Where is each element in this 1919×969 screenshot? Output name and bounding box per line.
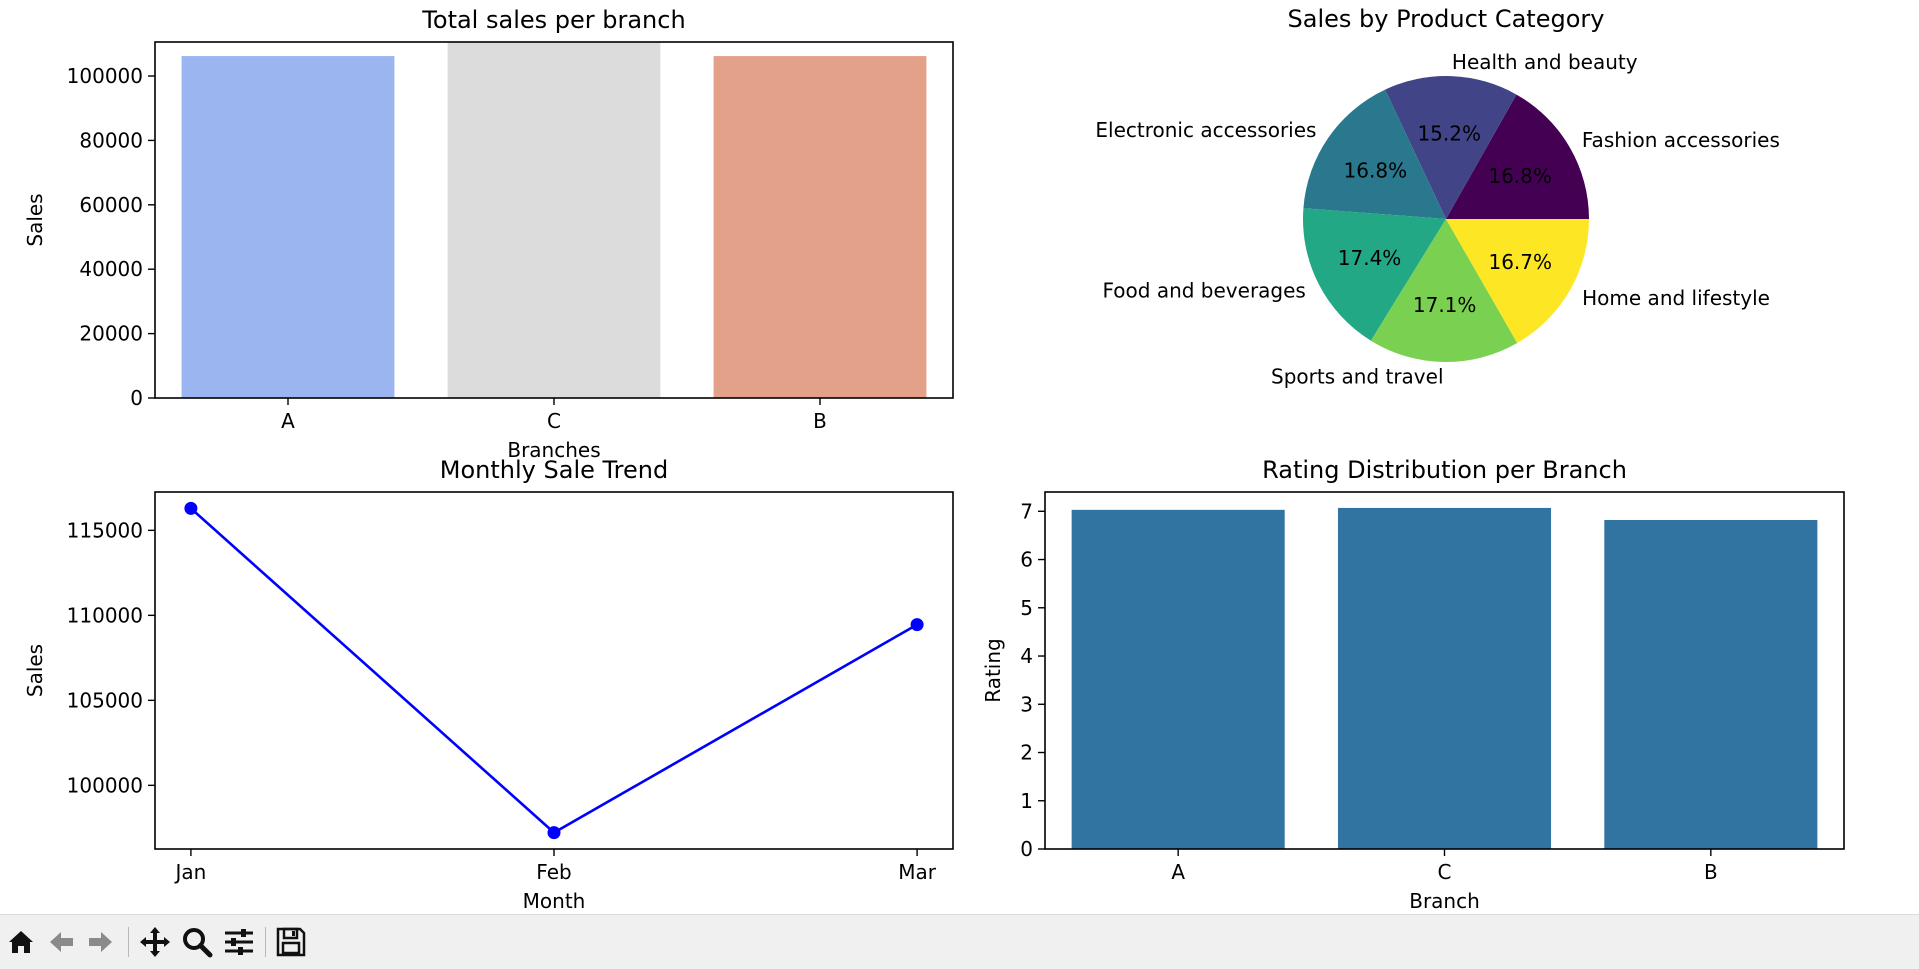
sales-branch-chart-xtick-label: C [547,409,561,433]
toolbar-separator [128,927,129,957]
home-button[interactable] [2,923,40,961]
monthly-trend-chart-ytick-label: 115000 [67,518,143,542]
forward-arrow-icon [89,932,112,952]
monthly-trend-chart-ylabel: Sales [23,644,47,697]
rating-branch-chart-bar [1071,509,1285,849]
monthly-trend-chart-series-line [190,507,918,835]
navigation-toolbar [0,914,1919,969]
category-pie-slice [1370,219,1518,362]
sales-branch-chart-xtick-label: B [813,409,827,433]
sales-branch-chart-xlabel: Branches [507,438,600,462]
category-pie-slice-label: Food and beverages [1103,278,1306,302]
rating-branch-chart-ytick-label: 0 [1020,837,1033,861]
sales-branch-chart-ytick-label: 40000 [79,257,143,281]
category-pie-pct-label: 15.2% [1417,121,1481,145]
category-pie-pct-label: 16.8% [1344,158,1408,182]
zoom-button[interactable] [178,923,216,961]
monthly-trend-chart-xtick-label: Mar [898,860,937,884]
monthly-trend-chart-frame [154,491,954,850]
sales-branch-chart-ytick-label: 80000 [79,128,143,152]
rating-branch-chart-ytick-label: 3 [1020,692,1033,716]
rating-branch-chart-xlabel: Branch [1409,889,1480,913]
monthly-trend-chart-xlabel: Month [523,889,586,913]
configure-subplots-icon [225,929,253,955]
category-pie-slice [1303,208,1446,341]
pan-button[interactable] [136,923,174,961]
sales-branch-chart-ytick-label: 60000 [79,193,143,217]
back-button[interactable] [42,923,80,961]
rating-branch-chart-bar [1604,519,1818,849]
sales-branch-chart-ytick-label: 100000 [67,64,143,88]
rating-branch-chart-ytick-label: 5 [1020,596,1033,620]
back-arrow-icon [50,932,73,952]
charts-svg: A C B 0 20000 40000 60000 80000 100000 Total sale… [23,5,1845,913]
category-pie-slice-label: Home and lifestyle [1582,286,1770,310]
category-pie-slice-label: Fashion accessories [1582,128,1780,152]
monthly-trend-chart-xtick-label: Jan [173,860,206,884]
sales-branch-chart-ylabel: Sales [23,193,47,246]
sales-branch-chart-xtick-label: A [281,409,295,433]
monthly-trend-chart-xtick-label: Feb [536,860,571,884]
category-pie-slice-label: Sports and travel [1271,364,1443,388]
category-pie-slice [1303,89,1446,219]
rating-branch-chart-title: Rating Distribution per Branch [1262,456,1627,484]
monthly-trend-chart-ytick-label: 105000 [67,688,143,712]
pan-icon [140,927,170,957]
sales-branch-chart-bar [447,42,661,398]
sales-branch-chart-bar [713,56,927,399]
configure-subplots-button[interactable] [220,923,258,961]
monthly-trend-chart-title: Monthly Sale Trend [440,456,668,484]
rating-branch-chart-ytick-label: 1 [1020,789,1033,813]
monthly-trend-chart-point [910,618,924,632]
sales-branch-chart-ytick-label: 0 [130,386,143,410]
rating-branch-chart-ytick-label: 2 [1020,741,1033,765]
sales-branch-chart-title: Total sales per branch [421,6,685,34]
save-button[interactable] [272,923,310,961]
category-pie-title: Sales by Product Category [1288,5,1605,33]
category-pie-pct-label: 17.1% [1413,293,1477,317]
monthly-trend-chart-point [184,501,198,515]
rating-branch-chart-ytick-label: 6 [1020,548,1033,572]
rating-branch-chart-ytick-label: 7 [1020,499,1033,523]
category-pie-slice-label: Health and beauty [1452,50,1638,74]
sales-branch-chart-frame [154,41,954,399]
category-pie-pct-label: 16.8% [1488,164,1552,188]
category-pie-slice [1446,219,1589,343]
rating-branch-chart-xtick-label: A [1171,860,1185,884]
category-pie-pct-label: 16.7% [1488,250,1552,274]
save-icon [276,927,306,957]
monthly-trend-chart-ytick-label: 110000 [67,603,143,627]
monthly-trend-chart-ytick-label: 100000 [67,773,143,797]
sales-branch-chart-ytick-label: 20000 [79,322,143,346]
category-pie-slice [1446,94,1589,219]
category-pie-slice [1385,76,1517,219]
rating-branch-chart-bar [1337,507,1552,849]
toolbar-separator [265,927,266,957]
rating-branch-chart-ytick-label: 4 [1020,644,1033,668]
figure-canvas: A C B 0 20000 40000 60000 80000 100000 Total sale… [23,5,1845,913]
monthly-trend-chart-point [547,826,561,840]
rating-branch-chart-xtick-label: C [1438,860,1452,884]
sales-branch-chart-bar [181,56,395,399]
forward-button[interactable] [82,923,120,961]
home-icon [9,931,33,953]
rating-branch-chart-xtick-label: B [1704,860,1718,884]
rating-branch-chart-frame [1044,491,1845,850]
category-pie-pct-label: 17.4% [1338,246,1402,270]
zoom-icon [183,928,213,958]
category-pie-slice-label: Electronic accessories [1095,118,1316,142]
rating-branch-chart-ylabel: Rating [981,638,1005,702]
